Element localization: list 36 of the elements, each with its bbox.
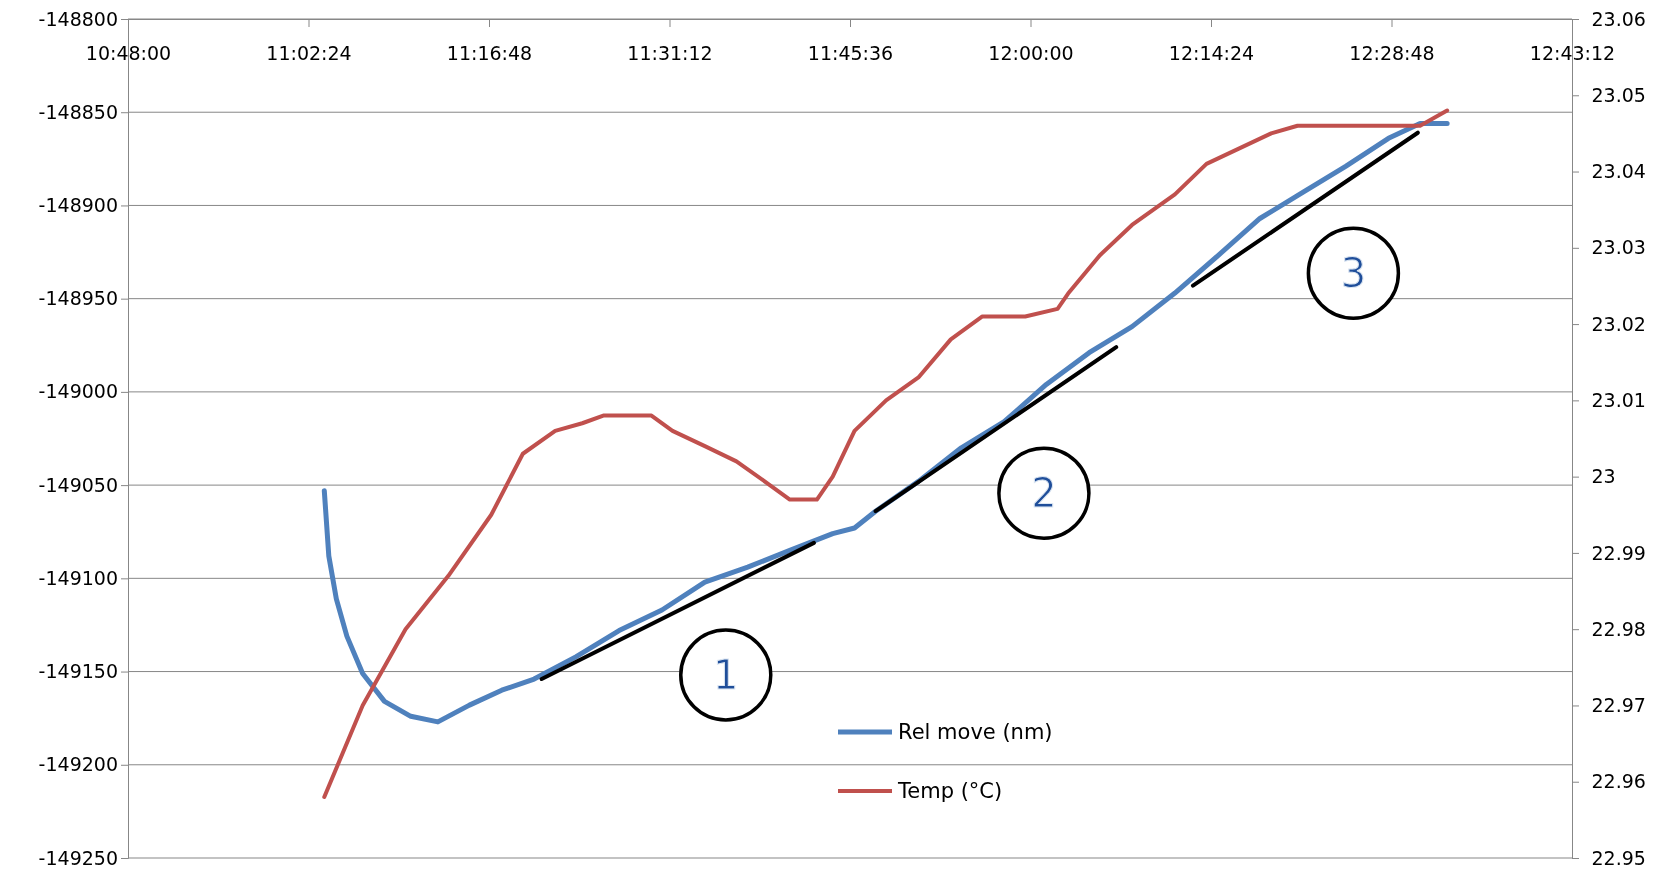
x-tick-label: 10:48:00 — [85, 42, 172, 65]
y-tick-label: -148950 — [38, 287, 118, 310]
y-tick-label: -149000 — [38, 380, 118, 403]
y2-tick-label: 22.95 — [1591, 846, 1646, 869]
y-tick-label: -149050 — [38, 473, 118, 496]
x-tick-label: 11:02:24 — [266, 42, 352, 65]
x-tick-label: 12:00:00 — [988, 42, 1074, 65]
annotation: 2 — [1031, 470, 1057, 517]
x-tick-label: 12:43:12 — [1529, 42, 1616, 65]
legend-label: Rel move (nm) — [898, 720, 1053, 744]
y-tick-label: -149100 — [38, 566, 118, 589]
y2-tick-label: 22.97 — [1591, 694, 1646, 717]
x-tick-label: 12:28:48 — [1349, 42, 1435, 65]
y-tick-label: -149250 — [38, 846, 118, 869]
y2-tick-label: 23.06 — [1591, 7, 1646, 30]
annotation: 3 — [1340, 250, 1367, 297]
y2-tick-label: 22.96 — [1591, 770, 1646, 793]
y-tick-label: -148900 — [38, 194, 118, 217]
y2-tick-label: 22.99 — [1591, 541, 1646, 564]
y2-tick-label: 23.05 — [1591, 83, 1646, 106]
y-tick-label: -149150 — [38, 660, 118, 683]
y2-tick-label: 23.04 — [1591, 160, 1646, 183]
y2-tick-label: 22.98 — [1591, 617, 1646, 640]
y2-tick-label: 23.01 — [1591, 388, 1646, 411]
y-tick-label: -148850 — [38, 100, 118, 123]
y2-tick-label: 23 — [1591, 465, 1616, 488]
annotation: 1 — [713, 651, 739, 698]
x-tick-label: 11:16:48 — [446, 42, 533, 65]
y-tick-label: -148800 — [38, 7, 118, 30]
x-tick-label: 12:14:24 — [1168, 42, 1255, 65]
legend-label: Temp (°C) — [897, 779, 1003, 803]
x-tick-label: 11:31:12 — [627, 42, 713, 65]
y2-tick-label: 23.02 — [1591, 312, 1646, 335]
y2-tick-label: 23.03 — [1591, 236, 1646, 259]
y-tick-label: -149200 — [38, 753, 118, 776]
x-tick-label: 11:45:36 — [807, 42, 894, 65]
